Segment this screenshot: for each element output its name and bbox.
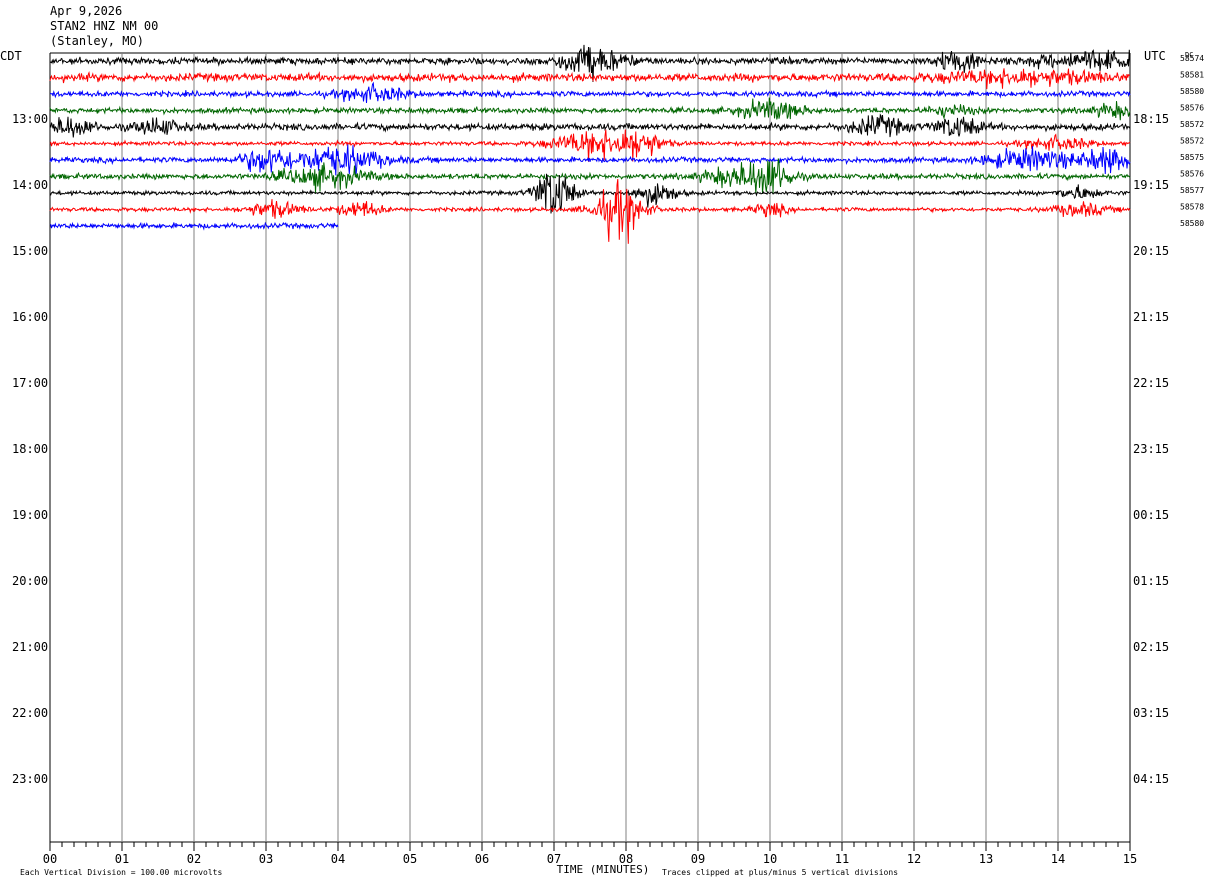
vertical-scale-note: Each Vertical Division = 100.00 microvol… bbox=[20, 868, 222, 877]
x-tick-label: 03 bbox=[259, 852, 273, 866]
clipping-note: Traces clipped at plus/minus 5 vertical … bbox=[662, 868, 898, 877]
x-tick-label: 06 bbox=[475, 852, 489, 866]
x-tick-label: 01 bbox=[115, 852, 129, 866]
dc-offset-label: 58580 bbox=[1180, 87, 1204, 96]
cdt-hour-label: 18:00 bbox=[12, 442, 48, 456]
x-tick-label: 15 bbox=[1123, 852, 1137, 866]
cdt-hour-label: 20:00 bbox=[12, 574, 48, 588]
cdt-hour-label: 13:00 bbox=[12, 112, 48, 126]
left-axis-label: CDT bbox=[0, 49, 22, 63]
dc-offset-label: 58576 bbox=[1180, 170, 1204, 179]
utc-hour-label: 04:15 bbox=[1133, 772, 1169, 786]
utc-hour-label: 21:15 bbox=[1133, 310, 1169, 324]
station-location: (Stanley, MO) bbox=[50, 34, 144, 48]
cdt-hour-label: 14:00 bbox=[12, 178, 48, 192]
utc-hour-label: 23:15 bbox=[1133, 442, 1169, 456]
dc-label: DC bbox=[1185, 51, 1193, 59]
x-tick-label: 00 bbox=[43, 852, 57, 866]
dc-offset-label: 58577 bbox=[1180, 186, 1204, 195]
utc-hour-label: 19:15 bbox=[1133, 178, 1169, 192]
utc-hour-label: 18:15 bbox=[1133, 112, 1169, 126]
seismogram-trace bbox=[49, 68, 1131, 90]
seismogram-trace bbox=[49, 144, 1131, 176]
utc-hour-label: 03:15 bbox=[1133, 706, 1169, 720]
seismogram-trace bbox=[49, 173, 1131, 214]
dc-offset-label: 58576 bbox=[1180, 104, 1204, 113]
seismogram-trace bbox=[49, 97, 1131, 121]
dc-offset-label: 58572 bbox=[1180, 137, 1204, 146]
cdt-hour-label: 22:00 bbox=[12, 706, 48, 720]
dc-offset-label: 58572 bbox=[1180, 120, 1204, 129]
x-axis-title: TIME (MINUTES) bbox=[557, 863, 650, 876]
cdt-hour-label: 17:00 bbox=[12, 376, 48, 390]
dc-offset-label: 58575 bbox=[1180, 153, 1204, 162]
seismogram-trace bbox=[49, 221, 339, 231]
dc-offset-label: 58578 bbox=[1180, 203, 1204, 212]
x-tick-label: 02 bbox=[187, 852, 201, 866]
cdt-hour-label: 21:00 bbox=[12, 640, 48, 654]
dc-offset-label: 58581 bbox=[1180, 71, 1204, 80]
seismogram-trace bbox=[49, 158, 1131, 194]
x-tick-label: 08 bbox=[619, 852, 633, 866]
seismogram-trace bbox=[50, 81, 1131, 104]
x-tick-label: 07 bbox=[547, 852, 561, 866]
cdt-hour-label: 15:00 bbox=[12, 244, 48, 258]
x-tick-label: 09 bbox=[691, 852, 705, 866]
utc-hour-label: 02:15 bbox=[1133, 640, 1169, 654]
cdt-hour-label: 23:00 bbox=[12, 772, 48, 786]
cdt-hour-label: 19:00 bbox=[12, 508, 48, 522]
utc-hour-label: 22:15 bbox=[1133, 376, 1169, 390]
x-tick-label: 14 bbox=[1051, 852, 1065, 866]
x-tick-label: 10 bbox=[763, 852, 777, 866]
x-tick-label: 11 bbox=[835, 852, 849, 866]
seismogram-trace bbox=[49, 44, 1131, 83]
seismogram-trace bbox=[49, 129, 1131, 162]
utc-hour-label: 01:15 bbox=[1133, 574, 1169, 588]
x-tick-label: 04 bbox=[331, 852, 345, 866]
utc-hour-label: 00:15 bbox=[1133, 508, 1169, 522]
x-tick-label: 05 bbox=[403, 852, 417, 866]
cdt-hour-label: 16:00 bbox=[12, 310, 48, 324]
seismogram-trace bbox=[49, 113, 1131, 138]
seismogram-trace bbox=[49, 179, 1131, 244]
dc-offset-label: 58580 bbox=[1180, 219, 1204, 228]
x-tick-label: 13 bbox=[979, 852, 993, 866]
plot-date: Apr 9,2026 bbox=[50, 4, 123, 18]
station-code: STAN2 HNZ NM 00 bbox=[50, 19, 159, 33]
right-axis-label: UTC bbox=[1144, 49, 1166, 63]
utc-hour-label: 20:15 bbox=[1133, 244, 1169, 258]
x-tick-label: 12 bbox=[907, 852, 921, 866]
dc-offset-label: 58574 bbox=[1180, 54, 1204, 63]
